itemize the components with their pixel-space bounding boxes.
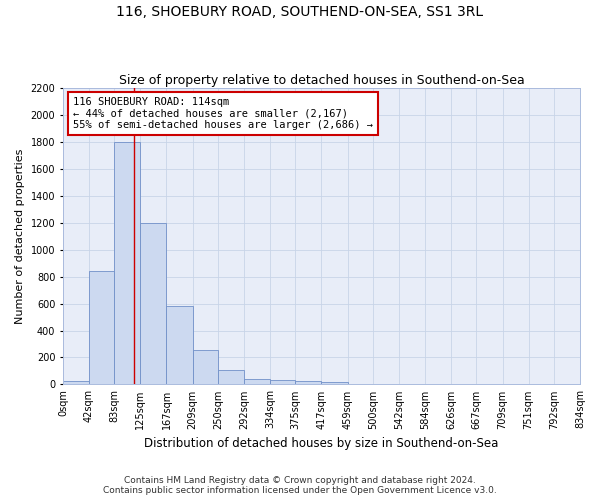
Bar [218,370,244,384]
Bar [270,380,295,384]
Bar [89,272,115,384]
Bar [63,381,89,384]
Y-axis label: Number of detached properties: Number of detached properties [15,148,25,324]
Bar [295,381,322,384]
Text: Contains HM Land Registry data © Crown copyright and database right 2024.
Contai: Contains HM Land Registry data © Crown c… [103,476,497,495]
Bar [166,306,193,384]
Text: 116 SHOEBURY ROAD: 114sqm
← 44% of detached houses are smaller (2,167)
55% of se: 116 SHOEBURY ROAD: 114sqm ← 44% of detac… [73,97,373,130]
X-axis label: Distribution of detached houses by size in Southend-on-Sea: Distribution of detached houses by size … [144,437,499,450]
Text: 116, SHOEBURY ROAD, SOUTHEND-ON-SEA, SS1 3RL: 116, SHOEBURY ROAD, SOUTHEND-ON-SEA, SS1… [116,5,484,19]
Bar [140,223,166,384]
Bar [244,379,270,384]
Bar [193,350,218,384]
Bar [322,382,347,384]
Title: Size of property relative to detached houses in Southend-on-Sea: Size of property relative to detached ho… [119,74,524,87]
Bar [115,142,140,384]
